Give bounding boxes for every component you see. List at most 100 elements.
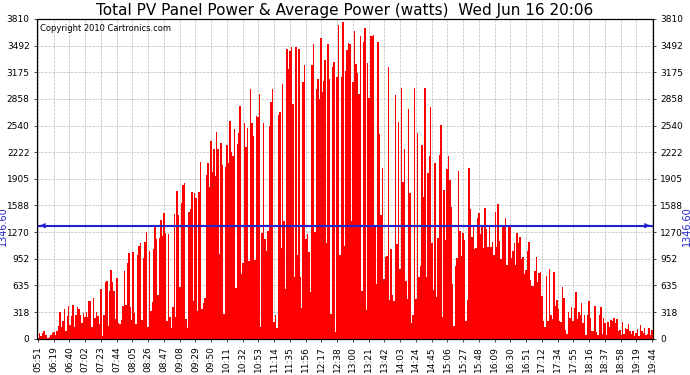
Bar <box>184 183 185 339</box>
Bar <box>257 117 259 339</box>
Bar <box>222 165 224 339</box>
Bar <box>313 44 314 339</box>
Bar <box>224 314 225 339</box>
Bar <box>631 334 632 339</box>
Bar <box>40 336 41 339</box>
Bar <box>170 328 172 339</box>
Bar <box>311 65 313 339</box>
Bar <box>493 255 495 339</box>
Bar <box>50 334 52 339</box>
Bar <box>262 233 263 339</box>
Bar <box>577 320 578 339</box>
Bar <box>317 79 319 339</box>
Bar <box>629 331 631 339</box>
Bar <box>515 265 517 339</box>
Bar <box>141 320 143 339</box>
Bar <box>277 115 279 339</box>
Bar <box>97 316 99 339</box>
Bar <box>453 326 455 339</box>
Bar <box>599 315 600 339</box>
Bar <box>386 256 388 339</box>
Bar <box>83 313 84 339</box>
Bar <box>106 281 108 339</box>
Bar <box>248 261 250 339</box>
Bar <box>615 323 616 339</box>
Bar <box>247 128 248 339</box>
Bar <box>131 320 132 339</box>
Bar <box>41 333 43 339</box>
Bar <box>585 335 587 339</box>
Bar <box>80 315 81 339</box>
Bar <box>101 336 103 339</box>
Bar <box>440 125 442 339</box>
Bar <box>137 255 138 339</box>
Bar <box>418 277 420 339</box>
Bar <box>433 290 435 339</box>
Bar <box>326 243 328 339</box>
Bar <box>534 271 535 339</box>
Bar <box>480 234 482 339</box>
Bar <box>217 149 219 339</box>
Bar <box>193 301 194 339</box>
Bar <box>468 168 470 339</box>
Bar <box>500 259 502 339</box>
Bar <box>612 321 613 339</box>
Bar <box>462 233 464 339</box>
Bar <box>329 79 331 339</box>
Bar <box>508 227 509 339</box>
Bar <box>105 282 106 339</box>
Bar <box>389 300 391 339</box>
Bar <box>58 326 59 339</box>
Bar <box>232 156 234 339</box>
Bar <box>143 258 144 339</box>
Bar <box>251 123 253 339</box>
Bar <box>590 318 591 339</box>
Bar <box>421 145 423 339</box>
Bar <box>128 253 130 339</box>
Bar <box>191 192 193 339</box>
Bar <box>529 242 530 339</box>
Bar <box>165 233 166 339</box>
Bar <box>517 232 518 339</box>
Bar <box>308 252 310 339</box>
Bar <box>620 335 622 339</box>
Bar <box>153 249 155 339</box>
Bar <box>147 327 148 339</box>
Bar <box>376 285 377 339</box>
Bar <box>181 204 182 339</box>
Bar <box>108 326 109 339</box>
Bar <box>490 246 491 339</box>
Bar <box>264 239 266 339</box>
Bar <box>96 312 97 339</box>
Bar <box>573 308 575 339</box>
Bar <box>253 136 254 339</box>
Bar <box>298 49 299 339</box>
Bar <box>449 180 451 339</box>
Bar <box>587 315 589 339</box>
Bar <box>552 319 553 339</box>
Bar <box>349 44 351 339</box>
Bar <box>65 331 66 339</box>
Bar <box>460 231 461 339</box>
Bar <box>647 334 649 339</box>
Bar <box>600 307 602 339</box>
Bar <box>566 334 568 339</box>
Bar <box>487 248 489 339</box>
Bar <box>503 225 505 339</box>
Bar <box>431 243 433 339</box>
Bar <box>395 95 396 339</box>
Bar <box>93 298 95 339</box>
Bar <box>266 251 267 339</box>
Bar <box>569 318 571 339</box>
Bar <box>172 307 173 339</box>
Bar <box>348 43 349 339</box>
Bar <box>71 316 72 339</box>
Bar <box>241 274 242 339</box>
Title: Total PV Panel Power & Average Power (watts)  Wed Jun 16 20:06: Total PV Panel Power & Average Power (wa… <box>97 3 593 18</box>
Bar <box>126 263 128 339</box>
Bar <box>314 232 316 339</box>
Bar <box>337 25 339 339</box>
Bar <box>499 242 500 339</box>
Bar <box>43 332 45 339</box>
Bar <box>495 212 496 339</box>
